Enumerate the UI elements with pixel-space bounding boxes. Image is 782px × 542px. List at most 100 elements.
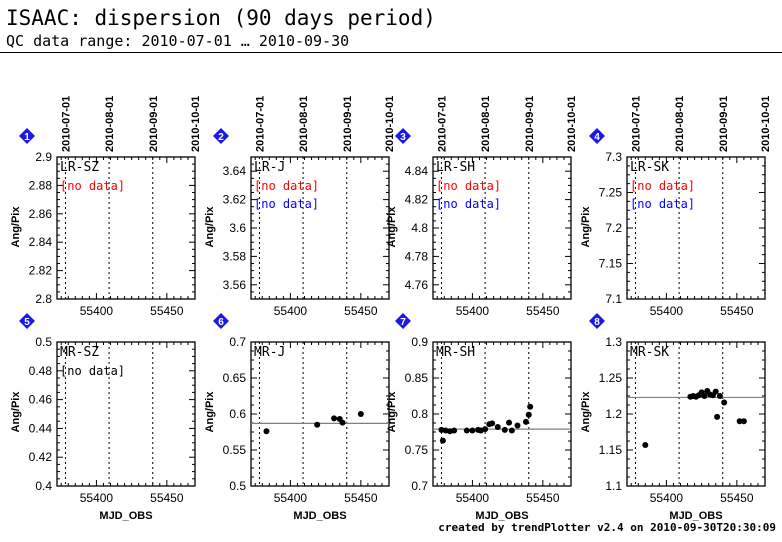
panel-4-no-data-note: [no data] [630,179,695,193]
panel-7-data-point [494,423,501,430]
panel-8-y-tick-label: 1.1 [605,479,622,493]
panel-6-label: MR-J [254,345,285,360]
panel-8-data-point [714,413,721,420]
panel-2-y-tick-label: 3.6 [229,221,246,235]
panel-2-y-axis-label: Ang/Pix [204,206,216,248]
panel-6-data-point [331,415,338,422]
panel-6-data-point [263,428,270,435]
panel-3-y-tick-label: 4.78 [405,249,429,263]
panel-2-badge-number: 2 [218,132,224,143]
panel-6-badge-number: 6 [218,317,224,328]
panel-7-data-point [501,426,508,433]
panel-6-data-point [357,411,364,417]
panel-7-y-tick-label: 0.7 [411,479,428,493]
panel-4-frame [626,156,766,300]
panel-3-frame [432,156,572,300]
panel-2-y-tick-label: 3.64 [223,164,247,178]
panel-1-date-tick-label: 2010-08-01 [104,96,116,152]
panel-1-y-tick-label: 2.88 [29,178,53,192]
panel-7-data-point [463,427,470,434]
panel-7-data-point [469,427,476,434]
panel-6-y-tick-label: 0.65 [223,371,247,385]
panel-8-y-tick-label: 1.2 [605,407,622,421]
panel-6-frame [250,341,390,487]
panel-1-date-tick-label: 2010-10-01 [190,96,202,152]
panel-7-badge-number: 7 [400,317,406,328]
panel-5-x-tick-label: 55450 [150,491,184,505]
panel-6-x-axis-label: MJD_OBS [293,510,346,522]
panel-8-badge-number: 8 [594,317,600,328]
panel-6-y-tick-label: 0.7 [229,335,246,349]
panel-6-x-tick-label: 55450 [344,491,378,505]
panel-3-date-tick-label: 2010-10-01 [566,96,578,152]
panel-8-y-axis-label: Ang/Pix [580,391,592,433]
panel-8-data-point [712,388,719,395]
panel-2-y-tick-label: 3.58 [223,249,247,263]
panel-7-data-point [514,422,521,429]
panel-3-no-data-note: [no data] [436,197,501,211]
panel-5-badge-icon [19,313,35,329]
panel-5-label: MR-SZ [60,345,99,360]
panel-5-x-tick-label: 55400 [80,491,114,505]
panel-8-label: MR-SK [630,345,669,360]
panel-2-x-tick-label: 55400 [274,304,308,318]
panel-7-data-point [508,427,515,434]
panel-7-x-tick-label: 55450 [526,491,560,505]
panel-3-x-tick-label: 55400 [456,304,490,318]
panel-5-y-tick-label: 0.48 [29,364,53,378]
panel-2-date-tick-label: 2010-08-01 [298,96,310,152]
panel-1-y-tick-label: 2.9 [35,150,52,164]
panel-3-y-tick-label: 4.8 [411,221,428,235]
panel-4-date-tick-label: 2010-07-01 [630,96,642,152]
panel-3-badge-number: 3 [400,132,406,143]
panel-5-y-tick-label: 0.46 [29,393,53,407]
panel-3-y-tick-label: 4.82 [405,193,429,207]
panel-8-data-point [721,399,728,406]
panel-6-x-tick-label: 55400 [274,491,308,505]
panel-7-data-point [489,420,496,427]
panel-7-y-tick-label: 0.85 [405,371,429,385]
panel-8-x-tick-label: 55400 [650,491,684,505]
panel-8-frame [626,341,766,487]
panel-4-y-tick-label: 7.15 [599,257,623,271]
panel-4-no-data-note: [no data] [630,197,695,211]
title-divider [0,52,782,53]
panel-4-x-tick-label: 55400 [650,304,684,318]
panel-6-data-point [314,421,321,428]
panel-7-data-point [482,426,489,433]
panel-5-y-tick-label: 0.5 [35,335,52,349]
panel-5-y-tick-label: 0.4 [35,479,52,493]
panel-3-label: LR-SH [436,160,475,175]
panel-2-date-tick-label: 2010-07-01 [254,96,266,152]
panel-1-y-tick-label: 2.84 [29,235,53,249]
panel-7-data-point [522,418,529,425]
panel-4-date-tick-label: 2010-10-01 [760,96,772,152]
panel-5-frame [56,341,196,487]
panel-8-data-point [701,393,708,399]
panel-4-y-tick-label: 7.2 [605,221,622,235]
panel-8-data-point [740,418,747,425]
panel-1-y-tick-label: 2.8 [35,292,52,306]
panel-4-y-tick-label: 7.25 [599,186,623,200]
panel-1-x-tick-label: 55400 [80,304,114,318]
panel-3-y-tick-label: 4.84 [405,164,429,178]
panel-8-badge-icon [589,313,605,329]
panel-7-badge-icon [395,313,411,329]
panel-5-y-tick-label: 0.42 [29,450,53,464]
page-subtitle: QC data range: 2010-07-01 … 2010-09-30 [6,32,350,50]
panel-1-date-tick-label: 2010-07-01 [60,96,72,152]
panel-1-y-axis-label: Ang/Pix [10,206,22,248]
panel-2-frame [250,156,390,300]
panel-1-badge-number: 1 [24,132,30,143]
panel-6-y-tick-label: 0.55 [223,443,247,457]
panel-4-y-axis-label: Ang/Pix [580,206,592,248]
panel-4-y-tick-label: 7.3 [605,150,622,164]
panel-5-x-axis-label: MJD_OBS [99,510,152,522]
panel-8-x-axis-label: MJD_OBS [669,510,722,522]
panel-3-date-tick-label: 2010-08-01 [480,96,492,152]
panel-2-x-tick-label: 55450 [344,304,378,318]
panel-7-frame [432,341,572,487]
panel-3-date-tick-label: 2010-07-01 [436,96,448,152]
panel-2-date-tick-label: 2010-09-01 [342,96,354,152]
panel-7-x-axis-label: MJD_OBS [475,510,528,522]
